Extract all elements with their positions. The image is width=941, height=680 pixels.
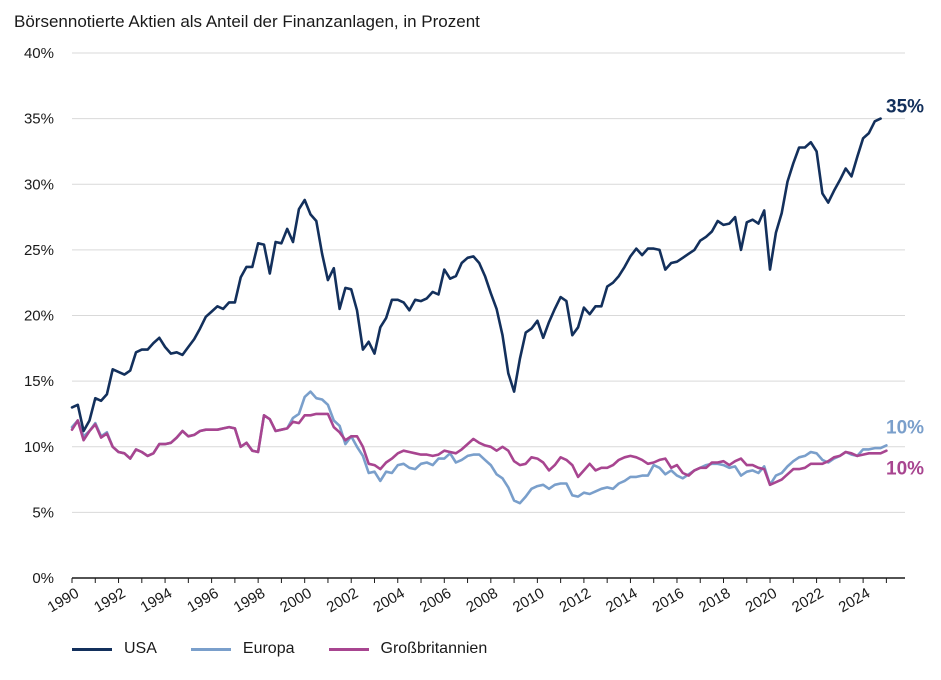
x-tick-label: 2004 xyxy=(370,585,407,616)
legend-swatch xyxy=(328,647,369,651)
x-tick-label: 1994 xyxy=(138,585,175,616)
end-labels: 35% 10% 10% xyxy=(886,97,924,480)
x-tick-label: 2016 xyxy=(650,585,687,616)
x-tick-label: 2012 xyxy=(556,585,593,616)
y-tick-label: 40% xyxy=(24,45,54,62)
legend-item: Europa xyxy=(190,640,295,658)
x-tick-label: 2018 xyxy=(696,585,733,616)
y-tick-label: 35% xyxy=(24,111,54,128)
end-label-usa: 35% xyxy=(886,97,924,118)
x-tick-label: 2010 xyxy=(510,585,547,616)
y-tick-label: 10% xyxy=(24,439,54,456)
series-line-europa xyxy=(70,390,888,505)
series-lines xyxy=(70,117,888,505)
legend-swatch xyxy=(72,647,112,651)
x-tick-label: 2020 xyxy=(743,585,780,616)
series-line-großbritannien xyxy=(70,412,888,487)
x-tick-label: 2000 xyxy=(277,585,314,616)
x-tick-label: 2014 xyxy=(603,585,640,616)
x-tick-label: 2022 xyxy=(789,585,826,616)
y-tick-label: 15% xyxy=(24,373,54,390)
series-line-usa xyxy=(70,117,882,433)
y-tick-label: 20% xyxy=(24,308,54,325)
y-tick-label: 0% xyxy=(32,570,54,587)
x-tick-label: 1998 xyxy=(231,585,268,616)
legend-label: Großbritannien xyxy=(380,640,488,657)
x-tick-label: 2024 xyxy=(836,585,873,616)
legend-label: USA xyxy=(124,640,157,657)
legend-item: USA xyxy=(72,640,157,658)
end-label-großbritannien: 10% xyxy=(886,459,924,480)
legend-label: Europa xyxy=(242,640,295,657)
y-tick-label: 5% xyxy=(32,504,54,521)
legend-item: Großbritannien xyxy=(328,640,488,658)
x-tick-label: 1990 xyxy=(45,585,82,616)
legend: USA Europa Großbritannien xyxy=(72,640,487,658)
legend-swatch xyxy=(190,647,231,651)
x-tick-label: 1996 xyxy=(184,585,221,616)
y-tick-label: 25% xyxy=(24,242,54,259)
x-tick-label: 2006 xyxy=(417,585,454,616)
x-tick-label: 1992 xyxy=(91,585,128,616)
x-tick-label: 2002 xyxy=(324,585,361,616)
end-label-europa: 10% xyxy=(886,417,924,438)
chart-title: Börsennotierte Aktien als Anteil der Fin… xyxy=(14,12,480,31)
x-tick-label: 2008 xyxy=(463,585,500,616)
y-tick-label: 30% xyxy=(24,176,54,193)
axes: 0% 5% 10% 15% 20% 25% 30% 35% 40% 1990 1992 1994 199… xyxy=(24,45,905,616)
